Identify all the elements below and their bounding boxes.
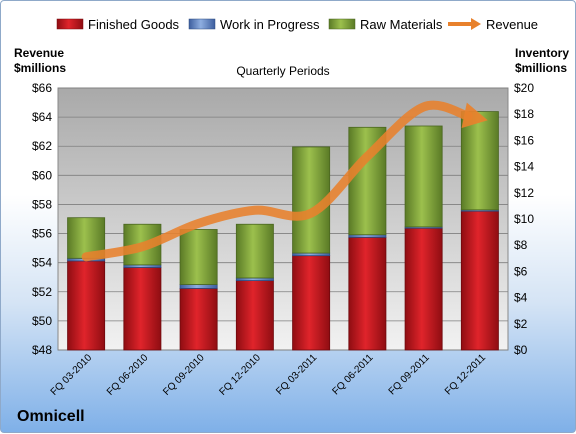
x-tick-label: FQ 12-2011 <box>443 352 488 397</box>
bar-finished-goods[interactable] <box>67 260 106 351</box>
left-tick-label: $60 <box>32 168 52 182</box>
right-tick-label: $18 <box>514 107 534 121</box>
x-tick-label: FQ 09-2010 <box>161 352 207 398</box>
x-tick-label: FQ 03-2011 <box>274 352 319 397</box>
left-tick-label: $64 <box>32 110 52 124</box>
bar-finished-goods[interactable] <box>348 236 387 351</box>
legend-item-revenue[interactable]: Revenue <box>448 17 538 32</box>
revenue-line <box>81 100 488 262</box>
revenue-arrowhead <box>461 102 488 129</box>
right-axis-label-line2: $millions <box>515 61 567 75</box>
bar-raw-materials[interactable] <box>235 223 274 279</box>
legend: Finished Goods Work in Progress Raw Mate… <box>56 17 538 32</box>
left-axis-label-line2: $millions <box>14 61 66 75</box>
right-tick-label: $4 <box>514 291 528 305</box>
bar-raw-materials[interactable] <box>404 125 443 228</box>
bars <box>67 111 499 351</box>
x-axis-ticks: FQ 03-2010 FQ 06-2010 FQ 09-2010 FQ 12-2010… <box>49 352 489 398</box>
right-tick-label: $16 <box>514 133 534 147</box>
bar-raw-materials[interactable] <box>179 229 218 285</box>
x-tick-label: FQ 12-2010 <box>217 352 263 398</box>
right-axis-ticks: $0 $2 $4 $6 $8 $10 $12 $14 $16 $18 $20 <box>514 81 534 357</box>
bar-finished-goods[interactable] <box>292 255 331 351</box>
left-tick-label: $50 <box>32 314 52 328</box>
left-tick-label: $58 <box>32 197 52 211</box>
bar-work-in-progress[interactable] <box>179 284 218 289</box>
left-tick-label: $56 <box>32 227 52 241</box>
left-tick-label: $48 <box>32 343 52 357</box>
bar-finished-goods[interactable] <box>179 288 218 351</box>
left-tick-label: $62 <box>32 139 52 153</box>
legend-item-work-in-progress[interactable]: Work in Progress <box>188 17 320 32</box>
left-tick-label: $54 <box>32 256 52 270</box>
x-tick-label: FQ 03-2010 <box>49 352 95 398</box>
legend-item-finished-goods[interactable]: Finished Goods <box>56 17 180 32</box>
right-tick-label: $6 <box>514 264 528 278</box>
bar-finished-goods[interactable] <box>123 267 162 351</box>
left-tick-label: $66 <box>32 81 52 95</box>
right-tick-label: $14 <box>514 160 534 174</box>
right-tick-label: $0 <box>514 343 528 357</box>
x-tick-label: FQ 06-2010 <box>105 352 151 398</box>
bar-finished-goods[interactable] <box>460 210 499 351</box>
revenue-line-path[interactable] <box>81 100 473 262</box>
chart-title: Quarterly Periods <box>236 64 329 78</box>
right-tick-label: $20 <box>514 81 534 95</box>
legend-label: Work in Progress <box>220 17 320 32</box>
legend-label: Revenue <box>486 17 538 32</box>
x-tick-label: FQ 09-2011 <box>387 352 432 397</box>
legend-label: Raw Materials <box>360 17 443 32</box>
right-tick-label: $12 <box>514 186 534 200</box>
right-tick-label: $2 <box>514 317 528 331</box>
legend-item-raw-materials[interactable]: Raw Materials <box>328 17 443 32</box>
x-tick-label: FQ 06-2011 <box>331 352 376 397</box>
bar-finished-goods[interactable] <box>404 227 443 351</box>
left-axis-label-line1: Revenue <box>14 46 64 60</box>
right-axis-label-line1: Inventory <box>515 46 569 60</box>
legend-label: Finished Goods <box>88 17 180 32</box>
left-tick-label: $52 <box>32 285 52 299</box>
company-name: Omnicell <box>17 408 85 425</box>
bar-raw-materials[interactable] <box>460 111 499 211</box>
bar-finished-goods[interactable] <box>235 280 274 351</box>
right-tick-label: $10 <box>514 212 534 226</box>
right-tick-label: $8 <box>514 238 528 252</box>
left-axis-ticks: $48 $50 $52 $54 $56 $58 $60 $62 $64 $66 <box>32 81 52 357</box>
arrow-icon <box>448 18 481 30</box>
